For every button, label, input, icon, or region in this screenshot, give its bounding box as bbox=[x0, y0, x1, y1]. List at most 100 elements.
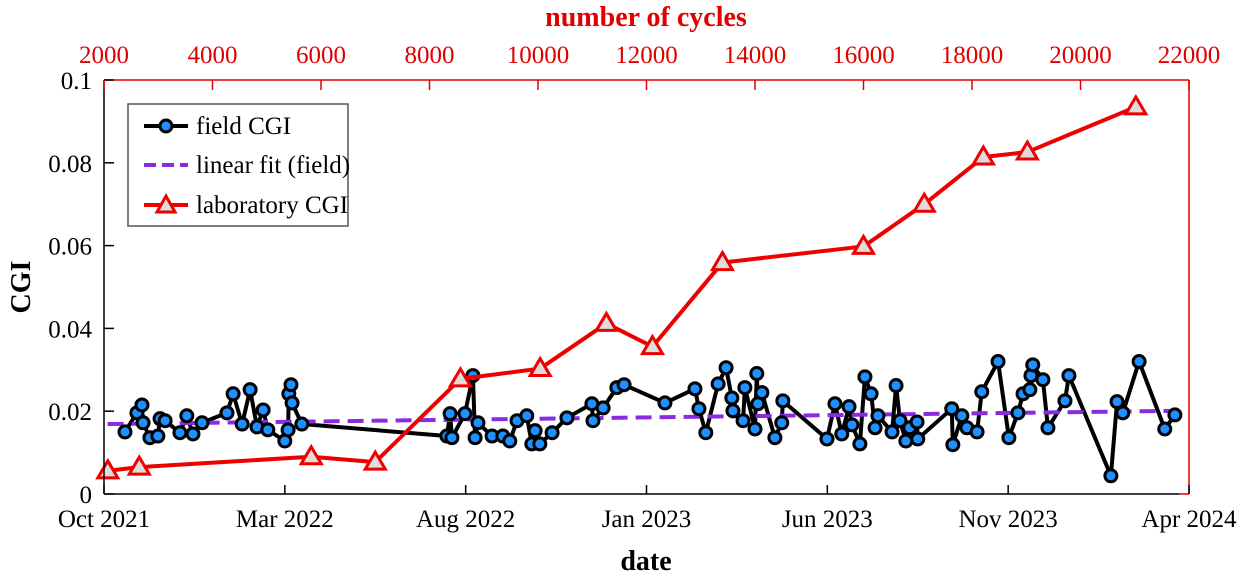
laboratory-cgi-point bbox=[298, 443, 324, 466]
field-cgi-point bbox=[775, 393, 791, 409]
field-cgi-point bbox=[532, 436, 548, 452]
top-x-tick-label: 12000 bbox=[615, 42, 678, 69]
legend-lab-label: laboratory CGI bbox=[196, 192, 348, 219]
legend: field CGI linear fit (field) laboratory … bbox=[127, 103, 350, 227]
field-cgi-point bbox=[595, 400, 611, 416]
field-cgi-point bbox=[559, 410, 575, 426]
field-cgi-point bbox=[974, 384, 990, 400]
field-cgi-point bbox=[150, 428, 166, 444]
legend-lab-marker bbox=[154, 192, 178, 214]
field-cgi-point bbox=[172, 425, 188, 441]
field-cgi-point bbox=[898, 433, 914, 449]
field-cgi-point bbox=[242, 382, 258, 398]
field-cgi-point bbox=[969, 424, 985, 440]
laboratory-cgi-point bbox=[95, 457, 121, 480]
field-cgi-point bbox=[884, 424, 900, 440]
field-cgi-point bbox=[774, 415, 790, 431]
field-cgi-point bbox=[1010, 405, 1026, 421]
field-cgi-point bbox=[294, 416, 310, 432]
laboratory-cgi-point bbox=[709, 249, 736, 272]
field-cgi-point bbox=[1103, 468, 1119, 484]
field-cgi-point bbox=[725, 403, 741, 419]
field-cgi-point bbox=[841, 399, 857, 415]
x-tick-label: Apr 2024 bbox=[1141, 506, 1237, 533]
linear-fit-line bbox=[107, 408, 1182, 427]
field-cgi-point bbox=[179, 408, 195, 424]
field-cgi-point bbox=[735, 413, 751, 429]
laboratory-cgi-point bbox=[362, 449, 388, 471]
field-cgi-point bbox=[457, 406, 473, 422]
field-cgi-point bbox=[1061, 368, 1077, 384]
top-x-tick-label: 18000 bbox=[941, 42, 1004, 69]
field-cgi-point bbox=[944, 401, 960, 417]
top-x-tick-label: 14000 bbox=[724, 42, 787, 69]
laboratory-cgi-point bbox=[1123, 93, 1149, 116]
field-cgi-point bbox=[724, 390, 740, 406]
field-cgi-point bbox=[117, 424, 133, 440]
field-cgi-point bbox=[616, 377, 632, 393]
field-cgi-point bbox=[910, 431, 926, 447]
x-tick-label: Nov 2023 bbox=[959, 506, 1058, 533]
field-cgi-point bbox=[710, 376, 726, 392]
laboratory-cgi-point bbox=[850, 233, 877, 255]
field-cgi-point bbox=[467, 430, 483, 446]
field-cgi-point bbox=[442, 406, 458, 422]
field-cgi-point bbox=[909, 414, 925, 430]
field-cgi-point bbox=[954, 408, 970, 424]
field-cgi-point bbox=[819, 431, 835, 447]
y-tick-label: 0.1 bbox=[61, 68, 92, 95]
top-x-tick-label: 22000 bbox=[1158, 42, 1221, 69]
field-cgi-point bbox=[834, 426, 850, 442]
field-cgi-point bbox=[1109, 394, 1125, 410]
laboratory-cgi-point bbox=[970, 144, 997, 166]
field-cgi-point bbox=[234, 416, 250, 432]
field-cgi-point bbox=[892, 413, 908, 429]
field-cgi-point bbox=[519, 408, 535, 424]
plot-marks bbox=[95, 93, 1183, 484]
field-cgi-point bbox=[1040, 420, 1056, 436]
field-cgi-point bbox=[135, 415, 151, 431]
laboratory-cgi-point bbox=[527, 355, 553, 378]
top-x-tick-label: 8000 bbox=[405, 42, 455, 69]
field-cgi-point bbox=[185, 426, 201, 442]
field-cgi-point bbox=[1115, 405, 1131, 421]
field-cgi-point bbox=[470, 415, 486, 431]
x-tick-label: Mar 2022 bbox=[236, 506, 334, 533]
y-axis-title: CGI bbox=[6, 261, 37, 314]
y-tick-label: 0.02 bbox=[48, 399, 92, 426]
field-cgi-point bbox=[1157, 421, 1173, 437]
laboratory-cgi-point bbox=[447, 365, 474, 388]
laboratory-cgi-point bbox=[126, 454, 152, 476]
y-tick-label: 0 bbox=[80, 482, 93, 509]
legend-fit-label: linear fit (field) bbox=[196, 152, 350, 179]
field-cgi-point bbox=[527, 423, 543, 439]
x-tick-label: Jun 2023 bbox=[782, 506, 873, 533]
field-cgi-point bbox=[444, 430, 460, 446]
field-cgi-point bbox=[852, 436, 868, 452]
field-cgi-point bbox=[867, 420, 883, 436]
top-axis-title: number of cycles bbox=[545, 2, 747, 33]
field-cgi-point bbox=[1057, 393, 1073, 409]
field-cgi-point bbox=[194, 415, 210, 431]
field-cgi-point bbox=[888, 378, 904, 394]
field-cgi-point bbox=[870, 408, 886, 424]
field-cgi-point bbox=[283, 377, 299, 393]
field-cgi-point bbox=[749, 366, 765, 382]
x-axis-title: date bbox=[620, 546, 671, 577]
top-x-tick-label: 4000 bbox=[188, 42, 238, 69]
field-cgi-point bbox=[1025, 357, 1041, 373]
field-cgi-point bbox=[827, 396, 843, 412]
laboratory-cgi-point bbox=[639, 333, 666, 356]
field-cgi-point bbox=[1167, 407, 1183, 423]
field-cgi-point bbox=[225, 386, 241, 402]
field-cgi-point bbox=[1022, 382, 1038, 398]
top-x-tick-label: 20000 bbox=[1049, 42, 1112, 69]
field-cgi-point bbox=[280, 422, 296, 438]
top-x-tick-label: 16000 bbox=[832, 42, 895, 69]
axes: 0 0.02 0.04 0.06 0.08 0.1 Oct 2021 Mar 2022 Aug … bbox=[48, 42, 1237, 533]
y-tick-label: 0.06 bbox=[48, 234, 92, 261]
field-cgi-point bbox=[844, 417, 860, 433]
x-tick-label: Aug 2022 bbox=[416, 506, 515, 533]
field-cgi-point bbox=[691, 401, 707, 417]
